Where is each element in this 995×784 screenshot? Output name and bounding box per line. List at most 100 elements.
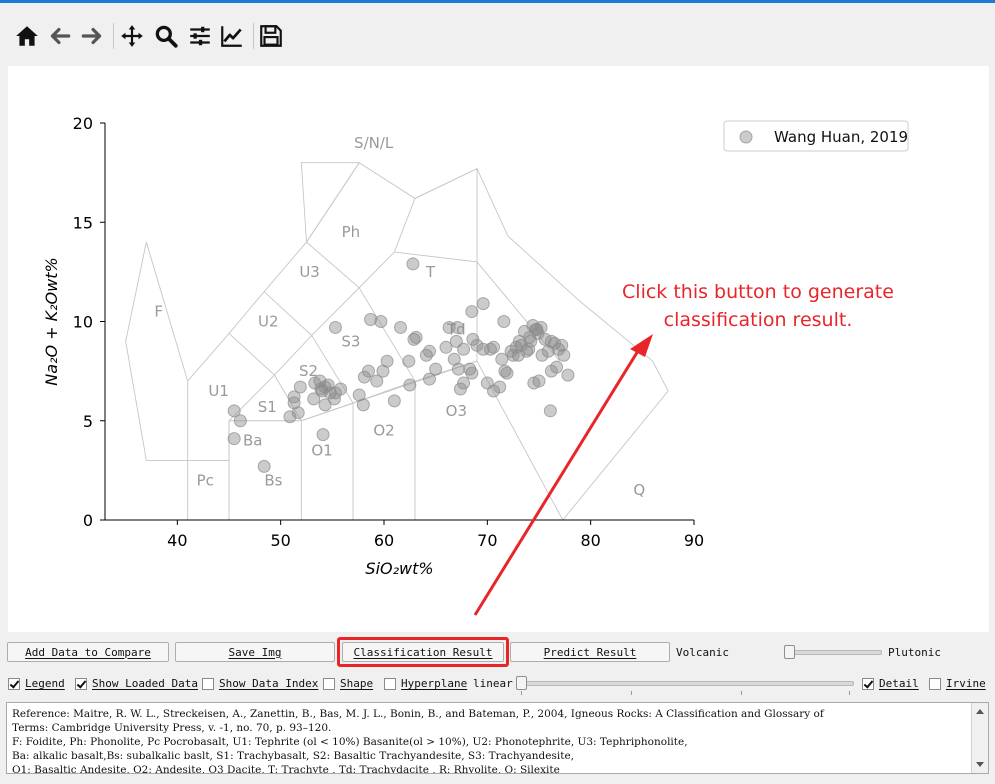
save-floppy-icon[interactable]: [256, 19, 286, 53]
data-point: [293, 380, 307, 394]
data-point: [497, 315, 511, 328]
checkbox-box[interactable]: [384, 677, 396, 690]
x-tick-label: 40: [167, 531, 187, 550]
slider-thumb[interactable]: [784, 645, 795, 659]
data-point: [406, 257, 420, 271]
field-boundary-line: [300, 162, 360, 243]
field-label-ba: Ba: [243, 432, 262, 450]
data-point: [321, 378, 335, 392]
annotation: Click this button to generate classificat…: [473, 281, 894, 616]
data-point: [557, 348, 571, 362]
data-point: [316, 428, 330, 442]
data-point: [233, 414, 247, 428]
detail-checkbox[interactable]: Detail: [862, 677, 919, 690]
checkbox-box[interactable]: [862, 677, 874, 690]
data-point: [457, 342, 471, 356]
checkbox-box[interactable]: [323, 677, 335, 690]
scroll-up-icon[interactable]: [976, 709, 984, 714]
edit-axis-curve-icon[interactable]: [217, 19, 247, 53]
x-tick-label: 90: [684, 531, 704, 550]
linear-slider[interactable]: [516, 676, 854, 695]
data-point: [506, 348, 520, 362]
annotation-arrow-head: [630, 334, 653, 357]
save-img-button[interactable]: Save Img: [175, 642, 335, 662]
data-point: [470, 338, 484, 352]
tas-diagram: S/N/L Ph T U3 F U2 S3 Td S2 U1 S1 O3 O2 Ba O1 Pc Bs Q 40 5…: [42, 114, 909, 616]
data-point: [380, 354, 394, 368]
data-point: [451, 362, 465, 376]
data-point: [422, 344, 436, 358]
data-point: [291, 406, 305, 420]
data-point: [500, 366, 514, 380]
data-point: [555, 338, 569, 352]
data-point: [402, 354, 416, 368]
legend-checkbox[interactable]: Legend: [8, 677, 65, 690]
checkbox-box[interactable]: [8, 677, 20, 690]
slider-track: [516, 681, 854, 686]
field-boundary-line: [306, 162, 360, 243]
field-boundary-line: [394, 251, 478, 362]
y-tick-label: 10: [73, 313, 93, 332]
data-point: [530, 322, 544, 336]
volcanic-plutonic-slider[interactable]: [784, 645, 882, 659]
show-data-index-checkbox[interactable]: Show Data Index: [202, 677, 318, 690]
reference-line: O1: Basaltic Andesite, O2: Andesite, O3 …: [12, 764, 560, 774]
reference-text-area[interactable]: Reference: Maitre, R. W. L., Streckeisen…: [6, 702, 989, 774]
checkbox-box[interactable]: [75, 677, 87, 690]
plot-canvas[interactable]: S/N/L Ph T U3 F U2 S3 Td S2 U1 S1 O3 O2 Ba O1 Pc Bs Q 40 5…: [8, 66, 989, 632]
field-label-o3: O3: [446, 402, 467, 420]
pan-move-icon[interactable]: [117, 19, 147, 53]
x-tick-label: 50: [270, 531, 290, 550]
data-point: [498, 364, 512, 378]
slider-ticks: [516, 691, 854, 695]
slider-thumb[interactable]: [516, 676, 527, 690]
annotation-text-line1: Click this button to generate: [622, 281, 894, 303]
field-label-o2: O2: [373, 422, 394, 440]
home-icon[interactable]: [12, 19, 42, 53]
predict-result-button[interactable]: Predict Result: [510, 642, 670, 662]
data-point: [307, 392, 321, 406]
add-data-to-compare-button[interactable]: Add Data to Compare: [7, 642, 169, 662]
data-points: [227, 257, 575, 473]
shape-checkbox[interactable]: Shape: [323, 677, 373, 690]
data-point: [227, 432, 241, 446]
show-loaded-data-checkbox[interactable]: Show Loaded Data: [75, 677, 198, 690]
classification-result-button[interactable]: Classification Result: [342, 642, 504, 662]
data-point: [450, 320, 464, 334]
legend-frame: [723, 120, 909, 152]
checkbox-box[interactable]: [929, 677, 941, 690]
reference-line: Terms: Cambridge University Press, v. -1…: [12, 722, 332, 734]
data-point: [465, 305, 479, 319]
axes: 40 50 60 70 80 90 0 5 10 15 20 SiO₂wt% Na₂O + K₂Owt%: [42, 114, 704, 578]
irvine-checkbox[interactable]: Irvine: [929, 677, 986, 690]
scroll-down-icon[interactable]: [976, 762, 984, 767]
vertical-scrollbar[interactable]: [971, 703, 988, 773]
data-point: [465, 366, 479, 380]
data-point: [493, 380, 507, 394]
data-point: [449, 334, 463, 348]
y-tick-label: 15: [73, 213, 93, 232]
window-top-border: [0, 0, 995, 3]
data-point: [387, 394, 401, 408]
plot-toolbar: [0, 3, 995, 63]
field-boundary-line: [306, 241, 416, 382]
x-tick-label: 60: [374, 531, 394, 550]
y-tick-label: 20: [73, 114, 93, 133]
field-label-u1: U1: [208, 382, 229, 400]
hyperplane-checkbox[interactable]: Hyperplane: [384, 677, 467, 690]
field-label-f: F: [154, 303, 163, 321]
zoom-magnifier-icon[interactable]: [151, 19, 181, 53]
data-point: [453, 382, 467, 396]
data-point: [543, 404, 557, 418]
field-label-s3: S3: [341, 332, 360, 350]
back-arrow-icon[interactable]: [45, 19, 75, 53]
configure-subplots-icon[interactable]: [185, 19, 215, 53]
data-point: [476, 297, 490, 311]
data-point: [374, 315, 388, 328]
data-point: [370, 374, 384, 388]
checkbox-box[interactable]: [202, 677, 214, 690]
field-label-s2: S2: [299, 362, 318, 380]
field-label-s-n-l: S/N/L: [354, 134, 394, 152]
forward-arrow-icon[interactable]: [77, 19, 107, 53]
y-tick-label: 5: [83, 412, 93, 431]
